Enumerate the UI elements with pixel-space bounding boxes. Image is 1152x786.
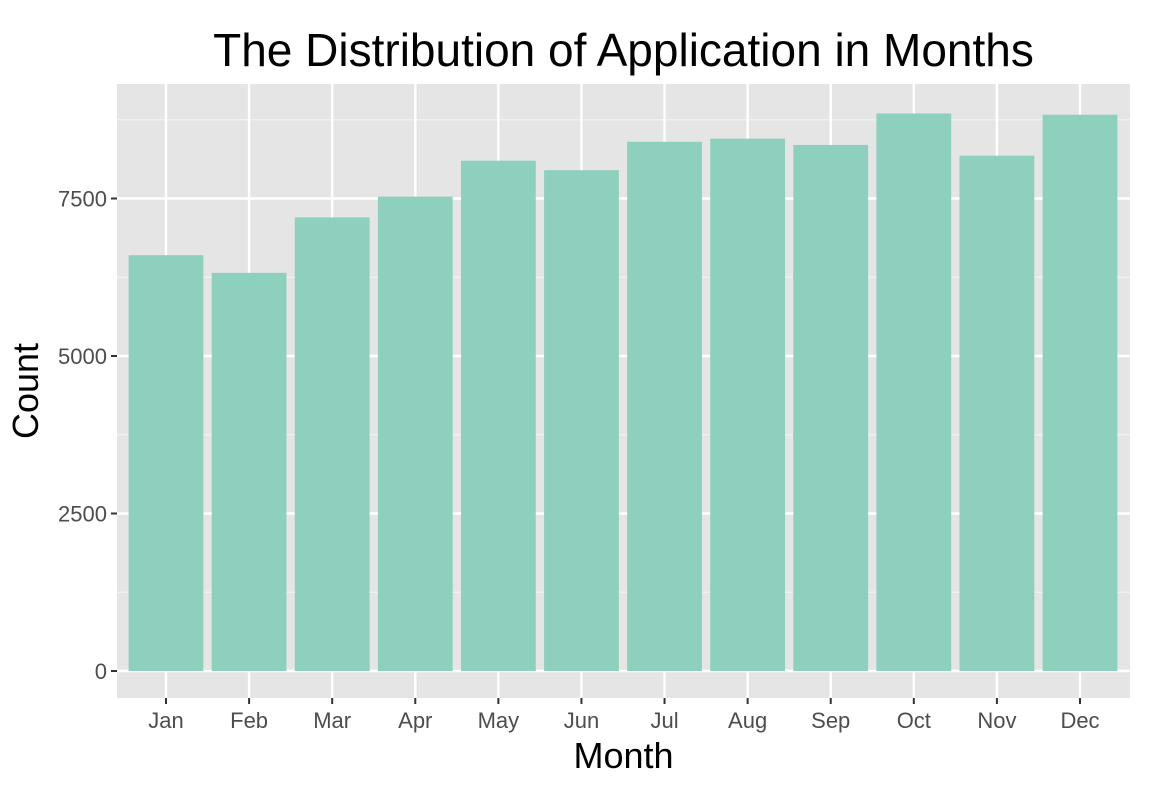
x-tick-label-jul: Jul [650, 708, 678, 733]
bar-may [460, 160, 536, 671]
x-tick-label-apr: Apr [398, 708, 432, 733]
chart-title: The Distribution of Application in Month… [213, 24, 1034, 76]
bar-dec [1042, 114, 1118, 671]
x-tick-label-oct: Oct [897, 708, 931, 733]
bar-sep [793, 144, 869, 671]
x-tick-label-aug: Aug [728, 708, 767, 733]
x-tick-label-may: May [478, 708, 520, 733]
bar-oct [876, 113, 952, 671]
bar-jun [544, 170, 619, 671]
x-axis-title: Month [573, 735, 673, 776]
x-tick-label-dec: Dec [1060, 708, 1099, 733]
x-tick-label-sep: Sep [811, 708, 850, 733]
x-tick-label-jun: Jun [564, 708, 599, 733]
x-tick-label-nov: Nov [977, 708, 1016, 733]
bar-nov [959, 155, 1035, 671]
bar-feb [211, 272, 287, 671]
x-tick-label-feb: Feb [230, 708, 268, 733]
y-tick-label: 0 [95, 659, 107, 684]
y-tick-label: 7500 [58, 187, 107, 212]
x-tick-label-jan: Jan [148, 708, 183, 733]
x-tick-label-mar: Mar [313, 708, 351, 733]
bar-mar [294, 217, 370, 671]
y-axis: 0 2500 5000 7500 [58, 187, 117, 684]
bars [128, 113, 1118, 672]
bar-aug [710, 138, 786, 671]
bar-jan [128, 255, 204, 671]
bar-apr [377, 196, 453, 672]
y-axis-title: Count [5, 343, 46, 439]
x-axis: Jan Feb Mar Apr May Jun Jul Aug Sep Oct Nov Dec [148, 698, 1100, 733]
bar-jul [627, 141, 702, 672]
y-tick-label: 2500 [58, 502, 107, 527]
y-tick-label: 5000 [58, 344, 107, 369]
